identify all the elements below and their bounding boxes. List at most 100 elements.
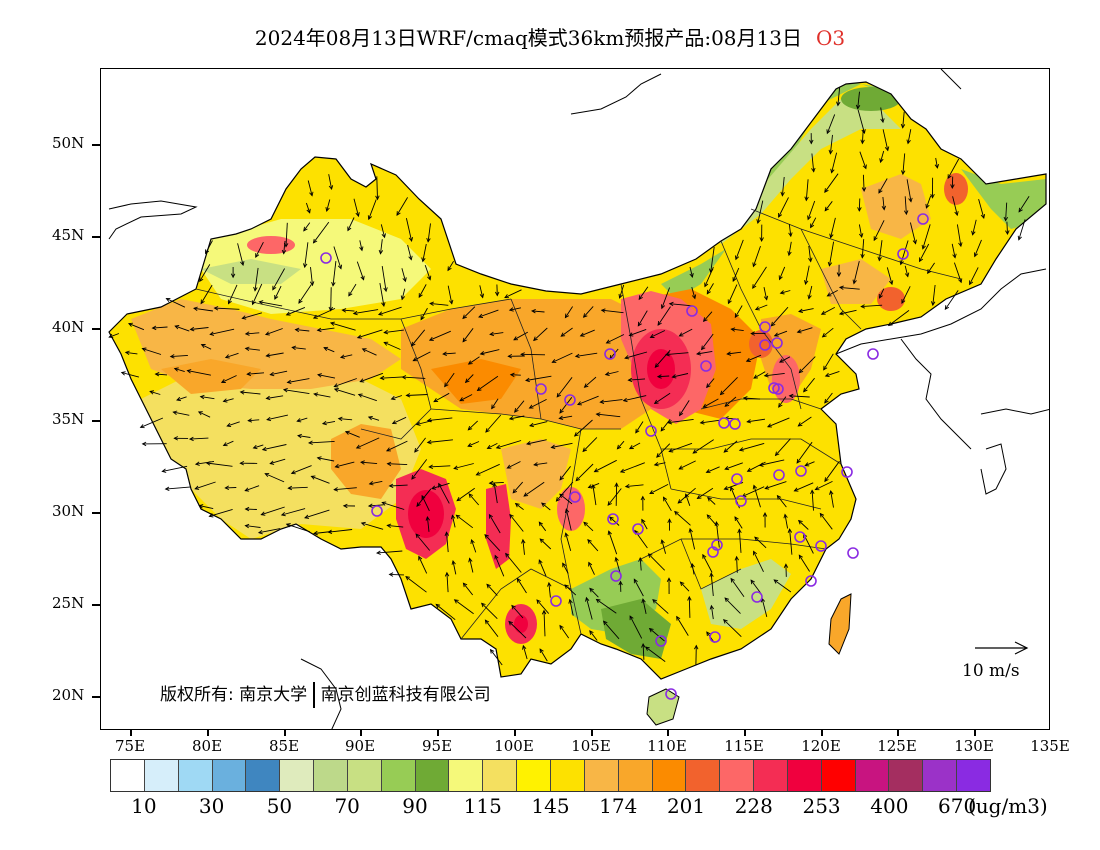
wind-vector-head	[753, 550, 758, 556]
wind-vector-head	[264, 331, 270, 336]
wind-vector	[873, 220, 885, 241]
wind-vector	[811, 490, 814, 511]
wind-vector-head	[582, 447, 588, 453]
wind-vector-head	[205, 461, 211, 466]
wind-vector	[774, 330, 788, 337]
city-station-marker	[320, 252, 332, 264]
wind-vector-head	[1003, 216, 1009, 222]
wind-vector-head	[641, 518, 646, 524]
wind-vector-head	[429, 301, 434, 306]
wind-vector-head	[737, 528, 742, 534]
wind-vector-head	[860, 304, 865, 309]
wind-vector-head	[727, 299, 732, 305]
wind-vector-head	[467, 425, 473, 431]
wind-vector-head	[589, 587, 594, 593]
lon-label-80e: 80E	[191, 737, 223, 755]
wind-vector	[418, 556, 428, 574]
wind-vector-head	[764, 485, 770, 490]
wind-vector-head	[421, 257, 426, 263]
wind-vector	[510, 374, 521, 376]
wind-vector-head	[411, 475, 416, 480]
wind-vector-head	[667, 420, 673, 425]
city-station-marker	[535, 383, 547, 395]
wind-vector-head	[244, 523, 250, 529]
wind-vector-head	[224, 485, 230, 491]
wind-vector	[715, 521, 720, 548]
wind-vector	[485, 414, 502, 433]
wind-vector-head	[754, 536, 759, 542]
wind-vector	[706, 283, 714, 295]
province-boundaries	[195, 208, 962, 640]
wind-vector	[606, 334, 625, 344]
wind-vector	[255, 241, 264, 258]
wind-vector	[861, 239, 865, 258]
wind-vector	[265, 328, 283, 336]
wind-vector-head	[666, 577, 672, 583]
wind-vector-head	[900, 123, 906, 129]
wind-vector	[797, 327, 813, 333]
wind-vector-head	[796, 329, 802, 334]
taiwan-island	[828, 593, 852, 655]
lat-tick	[92, 328, 100, 330]
wind-vector	[789, 529, 793, 555]
copyright-org-2: 南京创蓝科技有限公司	[320, 685, 491, 705]
wind-vector	[878, 178, 888, 194]
wind-vector	[334, 388, 356, 396]
wind-vector-head	[260, 511, 266, 516]
wind-vector	[650, 330, 666, 338]
wind-vector-head	[199, 394, 205, 400]
wind-vector-head	[671, 374, 677, 379]
city-station-marker	[772, 383, 784, 395]
wind-vector-head	[386, 461, 392, 467]
wind-vector-head	[947, 174, 952, 180]
colorbar-swatch	[415, 760, 450, 791]
wind-vector	[638, 286, 649, 300]
wind-vector-head	[635, 428, 640, 434]
wind-vector-head	[444, 382, 449, 388]
wind-vector	[691, 563, 695, 575]
wind-vector-head	[881, 205, 887, 211]
city-stations	[320, 213, 929, 700]
wind-vector	[328, 529, 353, 533]
wind-vector	[435, 604, 456, 621]
wind-vector	[335, 461, 355, 468]
wind-vector	[819, 513, 833, 530]
wind-vector	[505, 553, 522, 573]
wind-vector-head	[154, 371, 160, 377]
wind-vector	[288, 486, 308, 489]
wind-vector	[225, 352, 239, 358]
wind-vector-head	[297, 433, 302, 439]
wind-vector-head	[973, 252, 978, 258]
wind-vector	[292, 346, 306, 350]
wind-vector	[710, 605, 714, 620]
wind-vector-head	[660, 426, 665, 432]
wind-vector	[493, 483, 498, 504]
wind-vector-head	[759, 237, 764, 242]
wind-vector-head	[325, 207, 330, 212]
wind-vector-head	[576, 401, 582, 406]
wind-vector	[261, 506, 285, 516]
wind-vector-head	[414, 448, 419, 453]
wind-vector	[187, 370, 211, 376]
wind-vector-head	[375, 195, 380, 201]
wind-vector-head	[226, 422, 232, 428]
colorbar-swatch	[584, 760, 619, 791]
wind-vector-head	[244, 487, 250, 492]
wind-vector	[947, 158, 960, 179]
wind-vector-head	[444, 571, 450, 577]
wind-vector	[342, 309, 355, 312]
wind-vector	[676, 616, 689, 636]
wind-vector-head	[969, 280, 974, 286]
wind-vector-head	[912, 239, 917, 245]
wind-vector-head	[523, 492, 529, 497]
lat-label-50n: 50N	[52, 134, 85, 152]
wind-vector	[691, 286, 696, 299]
map-frame[interactable]	[100, 68, 1050, 730]
wind-vector	[633, 579, 644, 597]
wind-vector-head	[637, 321, 642, 327]
wind-vector-head	[193, 306, 198, 311]
colorbar-swatch	[517, 760, 551, 791]
wind-vector	[334, 378, 357, 387]
wind-vector-head	[684, 493, 689, 499]
wind-vector	[857, 109, 865, 134]
